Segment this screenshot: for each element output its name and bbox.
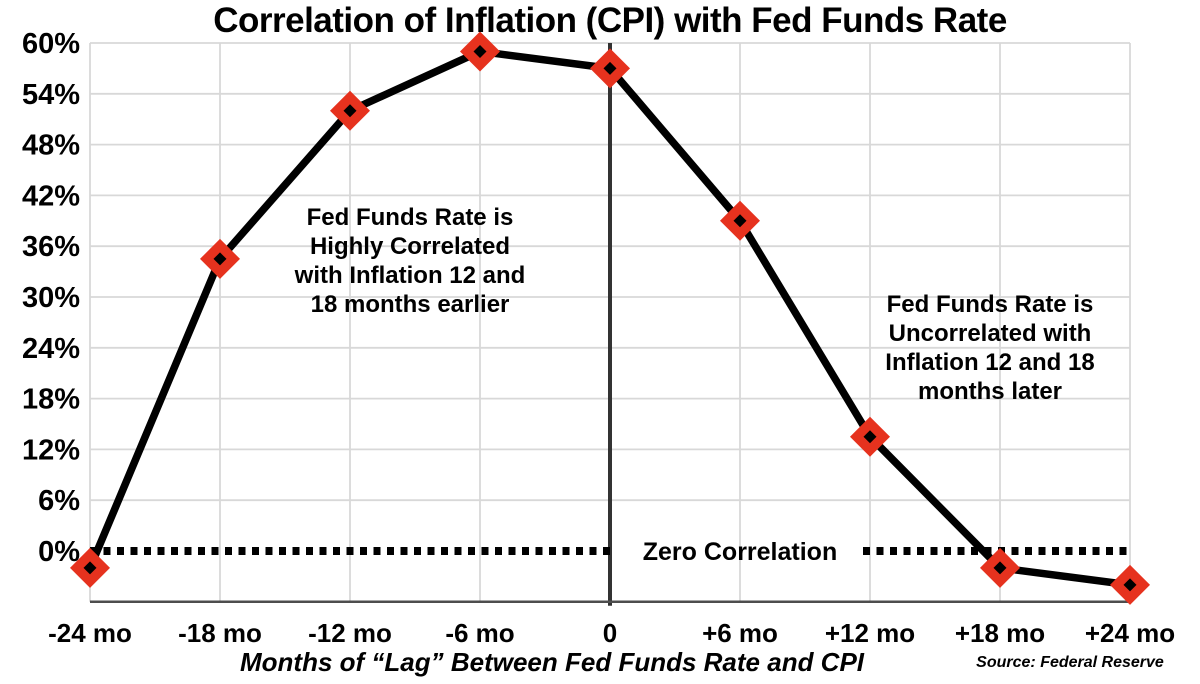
x-tick-label: +6 mo	[702, 618, 778, 648]
y-tick-label: 48%	[22, 130, 80, 162]
data-point-marker-core	[1123, 578, 1137, 592]
y-tick-label: 42%	[22, 180, 80, 212]
x-axis-title: Months of “Lag” Between Fed Funds Rate a…	[240, 647, 865, 677]
x-tick-label: -18 mo	[178, 618, 262, 648]
y-tick-label: 54%	[22, 79, 80, 111]
source-note: Source: Federal Reserve	[976, 654, 1164, 671]
x-tick-label: -24 mo	[48, 618, 132, 648]
data-point-marker-core	[473, 44, 487, 58]
x-tick-label: -6 mo	[445, 618, 514, 648]
data-point-marker-core	[83, 561, 97, 575]
y-tick-label: 36%	[22, 231, 80, 263]
y-tick-label: 30%	[22, 282, 80, 314]
data-point-marker-core	[733, 214, 747, 228]
annotation-uncorrelated: Fed Funds Rate is Uncorrelated with Infl…	[885, 291, 1095, 405]
y-tick-label: 24%	[22, 333, 80, 365]
zero-correlation-label: Zero Correlation	[642, 538, 838, 566]
x-tick-label: 0	[603, 618, 617, 648]
data-point-marker-core	[603, 61, 617, 75]
x-tick-label: +24 mo	[1085, 618, 1175, 648]
y-tick-label: 0%	[38, 536, 80, 568]
data-point-marker-core	[863, 430, 877, 444]
data-point-marker-core	[993, 561, 1007, 575]
x-tick-label: +12 mo	[825, 618, 915, 648]
y-tick-label: 18%	[22, 384, 80, 416]
y-tick-label: 6%	[38, 485, 80, 517]
annotation-highly-correlated: Fed Funds Rate is Highly Correlated with…	[294, 204, 526, 318]
x-tick-label: -12 mo	[308, 618, 392, 648]
data-point-marker-core	[343, 104, 357, 118]
y-tick-label: 60%	[22, 28, 80, 60]
x-tick-label: +18 mo	[955, 618, 1045, 648]
chart-title: Correlation of Inflation (CPI) with Fed …	[213, 1, 1007, 40]
y-tick-label: 12%	[22, 434, 80, 466]
data-point-marker-core	[213, 252, 227, 266]
